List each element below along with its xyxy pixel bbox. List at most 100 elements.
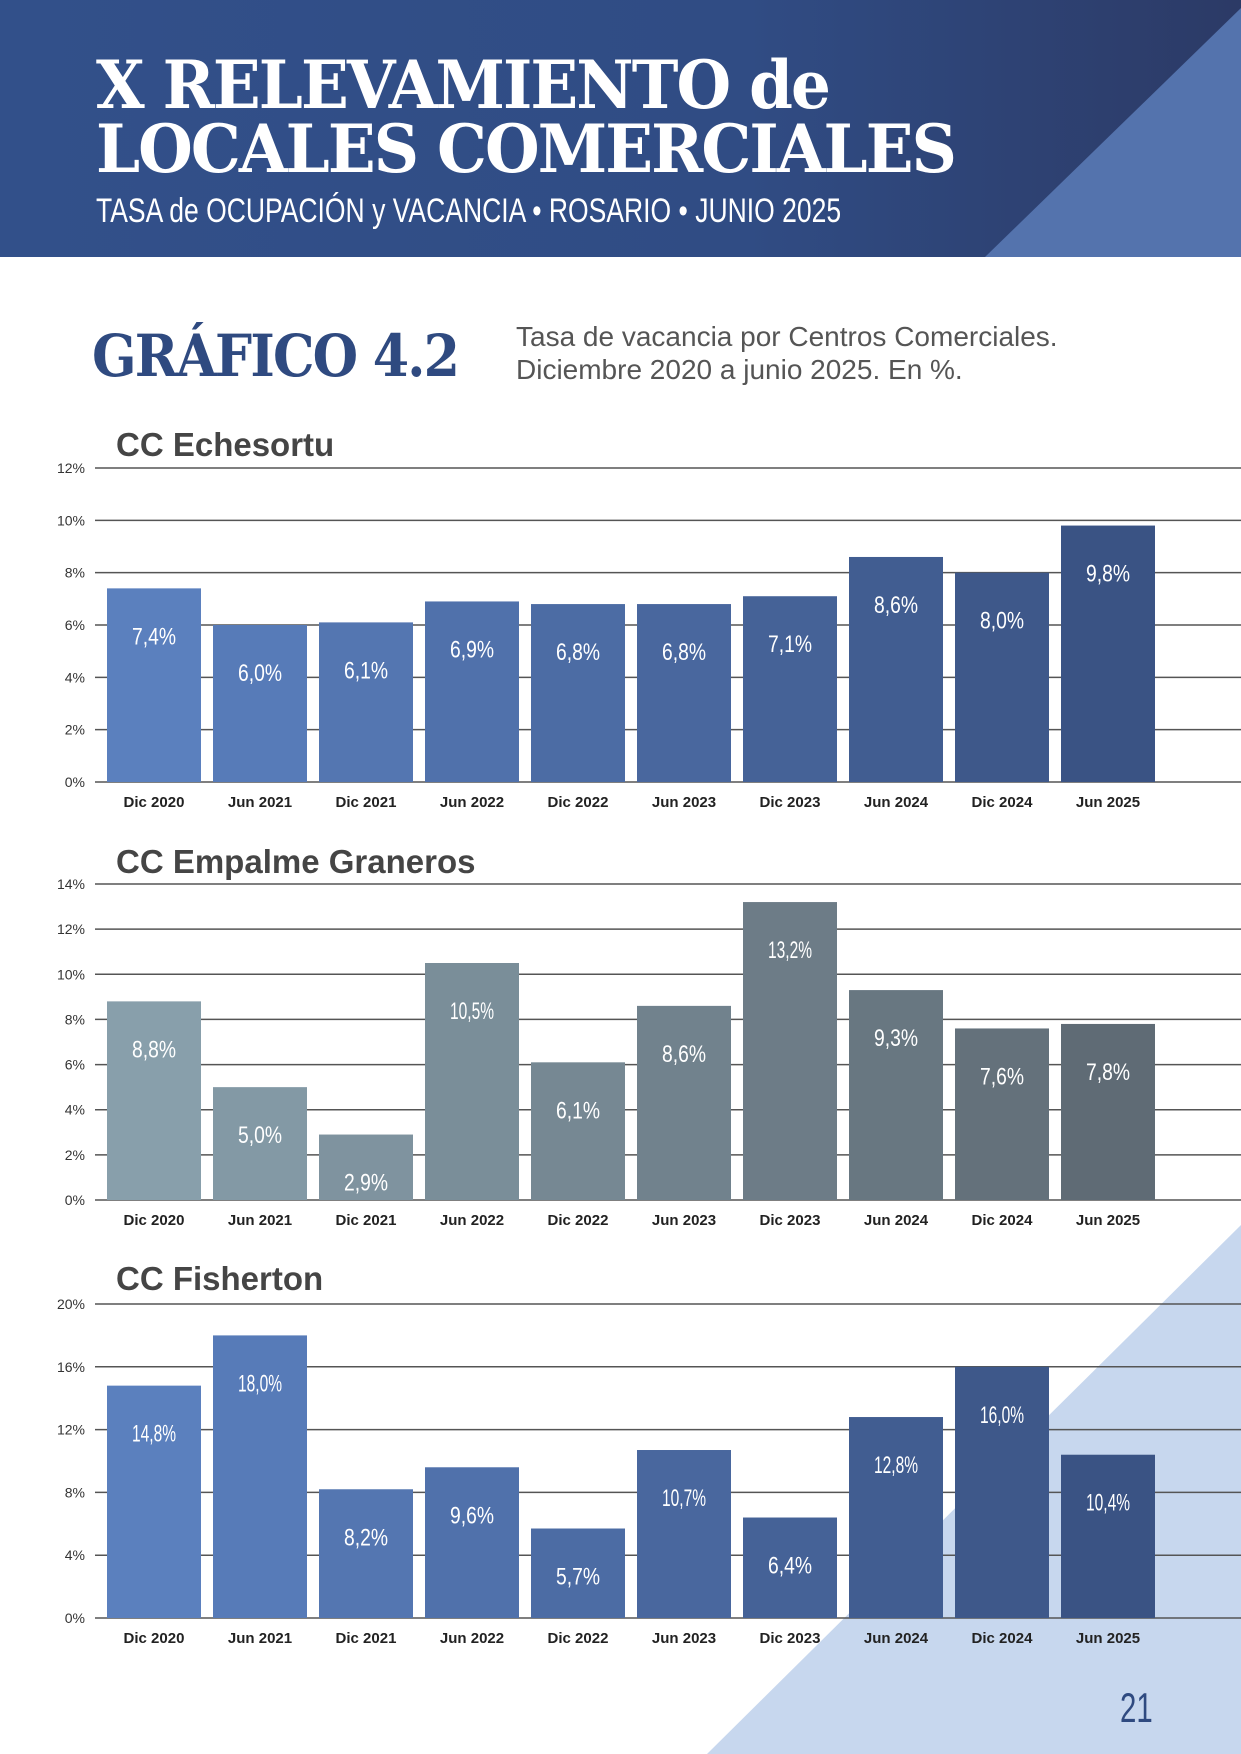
x-tick-label: Jun 2021: [228, 1630, 292, 1647]
bar-value-label: 7,6%: [980, 1063, 1024, 1090]
y-tick-label: 16%: [57, 1359, 85, 1375]
bar-value-label: 6,8%: [662, 639, 706, 666]
bar-value-label: 7,4%: [132, 623, 176, 650]
bar-value-label: 5,7%: [556, 1564, 600, 1591]
bar: [213, 625, 307, 782]
x-tick-label: Dic 2021: [336, 1212, 397, 1229]
figure-label: GRÁFICO 4.2: [92, 322, 460, 390]
bar-value-label: 8,2%: [344, 1524, 388, 1551]
bar: [425, 601, 519, 782]
chart-title: CC Empalme Graneros: [116, 843, 476, 880]
figure-description-line1: Tasa de vacancia por Centros Comerciales…: [516, 321, 1058, 352]
report-title-line1: X RELEVAMIENTO de: [96, 46, 831, 124]
bar: [1061, 1454, 1155, 1618]
y-tick-label: 6%: [65, 617, 85, 633]
bar: [107, 588, 201, 782]
x-tick-label: Jun 2022: [440, 1212, 504, 1229]
bar-value-label: 10,4%: [1086, 1490, 1130, 1517]
bar-value-label: 10,5%: [450, 998, 494, 1025]
chart-echesortu: CC Echesortu 0% 2% 4% 6% 8% 10% 12% 7,4% Dic 202…: [0, 424, 1241, 824]
x-tick-label: Jun 2022: [440, 1630, 504, 1647]
y-tick-label: 8%: [65, 1484, 85, 1500]
x-tick-label: Dic 2022: [548, 794, 609, 811]
bar: [743, 902, 837, 1200]
y-tick-label: 8%: [65, 565, 85, 581]
bar-value-label: 2,9%: [344, 1170, 388, 1197]
report-title-line2: LOCALES COMERCIALES: [96, 110, 957, 188]
x-tick-label: Jun 2023: [652, 794, 716, 811]
x-tick-label: Jun 2025: [1076, 1630, 1140, 1647]
x-tick-label: Dic 2021: [336, 794, 397, 811]
bar: [743, 596, 837, 782]
bar-value-label: 14,8%: [132, 1421, 176, 1448]
figure-description: Tasa de vacancia por Centros Comerciales…: [516, 320, 1058, 386]
bar-value-label: 6,4%: [768, 1553, 812, 1580]
bar-value-label: 8,6%: [874, 592, 918, 619]
bar-value-label: 7,1%: [768, 631, 812, 658]
bar: [637, 1450, 731, 1618]
bar-value-label: 16,0%: [980, 1402, 1024, 1429]
x-tick-label: Dic 2023: [760, 1630, 821, 1647]
chart-title: CC Fisherton: [116, 1260, 324, 1297]
bar: [849, 556, 943, 782]
x-tick-label: Jun 2023: [652, 1630, 716, 1647]
x-tick-label: Jun 2021: [228, 794, 292, 811]
header-triangle: [985, 8, 1241, 257]
y-tick-label: 14%: [57, 876, 85, 892]
bar-value-label: 8,0%: [980, 608, 1024, 635]
chart-title: CC Echesortu: [116, 426, 335, 463]
bar: [531, 604, 625, 782]
bar-value-label: 6,0%: [238, 660, 282, 687]
bar: [955, 1028, 1049, 1200]
x-tick-label: Jun 2022: [440, 794, 504, 811]
y-tick-label: 12%: [57, 921, 85, 937]
bar-value-label: 6,9%: [450, 636, 494, 663]
y-tick-label: 12%: [57, 1422, 85, 1438]
bar: [531, 1528, 625, 1618]
bar: [319, 1489, 413, 1618]
x-tick-label: Dic 2023: [760, 1212, 821, 1229]
bar: [319, 1134, 413, 1200]
bar-value-label: 8,6%: [662, 1041, 706, 1068]
bar: [1061, 1023, 1155, 1200]
x-tick-label: Jun 2024: [864, 1630, 929, 1647]
x-tick-label: Jun 2024: [864, 1212, 929, 1229]
bar-value-label: 9,6%: [450, 1502, 494, 1529]
x-tick-label: Dic 2021: [336, 1630, 397, 1647]
x-tick-label: Dic 2022: [548, 1212, 609, 1229]
x-tick-label: Dic 2024: [972, 1212, 1034, 1229]
header-banner: X RELEVAMIENTO de LOCALES COMERCIALES TA…: [0, 0, 1241, 257]
bar-value-label: 18,0%: [238, 1370, 282, 1397]
bar-value-label: 5,0%: [238, 1122, 282, 1149]
bar-value-label: 6,1%: [344, 657, 388, 684]
bar: [531, 1062, 625, 1200]
y-tick-label: 4%: [65, 669, 85, 685]
x-tick-label: Jun 2025: [1076, 1212, 1140, 1229]
x-tick-label: Dic 2024: [972, 1630, 1034, 1647]
bar: [637, 604, 731, 782]
chart-plot: 0% 4% 8% 12% 16% 20% 14,8% Dic 2020 18,0% Jun 202…: [57, 1296, 1241, 1647]
bar-value-label: 13,2%: [768, 937, 812, 964]
bar: [1061, 525, 1155, 782]
y-tick-label: 6%: [65, 1057, 85, 1073]
bar-value-label: 6,1%: [556, 1097, 600, 1124]
y-tick-label: 0%: [65, 1192, 85, 1208]
bar-value-label: 7,8%: [1086, 1059, 1130, 1086]
bar: [425, 963, 519, 1200]
y-tick-label: 20%: [57, 1296, 85, 1312]
x-tick-label: Dic 2020: [124, 1630, 185, 1647]
x-tick-label: Dic 2022: [548, 1630, 609, 1647]
y-tick-label: 4%: [65, 1102, 85, 1118]
y-tick-label: 4%: [65, 1547, 85, 1563]
y-tick-label: 10%: [57, 512, 85, 528]
report-subtitle: TASA de OCUPACIÓN y VACANCIA • ROSARIO •…: [96, 192, 842, 230]
bar: [955, 1366, 1049, 1618]
y-tick-label: 12%: [57, 460, 85, 476]
bar: [319, 622, 413, 782]
figure-description-line2: Diciembre 2020 a junio 2025. En %.: [516, 354, 963, 385]
x-tick-label: Jun 2023: [652, 1212, 716, 1229]
x-tick-label: Dic 2024: [972, 794, 1034, 811]
bar: [955, 572, 1049, 782]
bar-value-label: 10,7%: [662, 1485, 706, 1512]
